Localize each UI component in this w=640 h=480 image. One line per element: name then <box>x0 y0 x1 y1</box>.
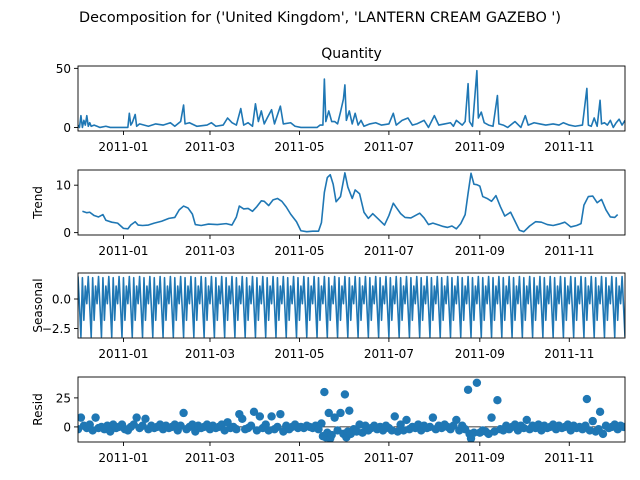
resid-point <box>273 422 282 432</box>
x-tick-label: 2011-01 <box>98 244 148 258</box>
resid-point <box>317 419 326 428</box>
y-tick-label: 0 <box>63 420 71 434</box>
x-tick-label: 2011-05 <box>274 451 324 465</box>
resid-point <box>91 413 100 422</box>
x-tick-label: 2011-09 <box>455 347 505 361</box>
resid-point <box>320 387 329 397</box>
panel-title: Quantity <box>321 46 382 62</box>
resid-point <box>345 406 354 415</box>
panel-observed: 0 50 2011-01 2011-03 2011-05 2011-07 2011-09 20… <box>56 46 626 154</box>
resid-point <box>141 414 150 423</box>
x-tick-label: 2011-07 <box>364 244 414 258</box>
y-tick-label: 0 <box>63 226 71 240</box>
resid-point <box>390 412 399 421</box>
resid-point <box>588 416 597 426</box>
resid-point <box>487 413 496 422</box>
resid-point <box>472 378 482 387</box>
resid-point <box>452 415 461 425</box>
resid-point <box>232 425 241 434</box>
x-tick-label: 2011-09 <box>455 451 505 465</box>
y-axis-label: Resid <box>31 393 45 425</box>
panel-resid: 0 25 2011-01 2011-03 2011-05 2011-07 2011-09 20… <box>31 376 626 465</box>
resid-point <box>493 396 502 405</box>
resid-point <box>324 408 333 418</box>
x-tick-label: 2011-09 <box>455 140 505 154</box>
y-tick-label: 0.0 <box>52 293 71 307</box>
axes-frame-resid <box>77 376 626 443</box>
resid-point <box>179 408 188 418</box>
axes-frame-trend <box>77 169 626 236</box>
plot-area-trend <box>82 172 619 233</box>
resid-point <box>469 428 479 437</box>
y-tick-label: 0 <box>63 121 71 135</box>
x-tick-label: 2011-03 <box>185 140 235 154</box>
y-tick-label: 10 <box>56 179 71 193</box>
resid-point <box>327 430 336 440</box>
resid-point <box>238 414 247 423</box>
x-tick-label: 2011-11 <box>544 140 594 154</box>
resid-point <box>598 429 608 439</box>
x-tick-label: 2011-05 <box>274 347 324 361</box>
x-tick-label: 2011-11 <box>544 244 594 258</box>
y-tick-label: −2.5 <box>42 322 71 336</box>
x-tick-label: 2011-07 <box>364 451 414 465</box>
x-tick-label: 2011-03 <box>185 244 235 258</box>
x-tick-label: 2011-07 <box>364 347 414 361</box>
x-tick-label: 2011-01 <box>98 451 148 465</box>
x-tick-label: 2011-03 <box>185 451 235 465</box>
panel-trend: 0 10 2011-01 2011-03 2011-05 2011-07 2011-09 20… <box>31 169 626 258</box>
resid-point <box>463 385 473 394</box>
resid-point <box>402 415 411 425</box>
plot-area-resid <box>78 378 625 442</box>
resid-point <box>336 408 345 418</box>
series-line-seasonal <box>78 275 625 338</box>
x-tick-label: 2011-01 <box>98 140 148 154</box>
y-axis-label: Trend <box>31 186 45 220</box>
resid-point <box>132 413 141 422</box>
resid-point <box>249 407 259 417</box>
series-line-trend <box>82 172 619 233</box>
resid-point <box>595 407 605 417</box>
resid-point <box>255 412 265 421</box>
x-tick-label: 2011-11 <box>544 451 594 465</box>
y-tick-label: 25 <box>56 391 71 405</box>
x-tick-label: 2011-09 <box>455 244 505 258</box>
resid-point <box>619 422 625 432</box>
panels-group: 0 50 2011-01 2011-03 2011-05 2011-07 2011-09 20… <box>31 46 626 465</box>
plot-area-observed <box>78 69 625 129</box>
series-line-observed <box>78 69 625 129</box>
y-tick-label: 50 <box>56 62 71 76</box>
resid-point <box>330 413 339 422</box>
resid-point <box>78 413 86 422</box>
x-tick-label: 2011-01 <box>98 347 148 361</box>
resid-point <box>267 412 276 421</box>
plot-area-seasonal <box>78 275 625 338</box>
resid-point <box>428 413 438 422</box>
resid-point <box>340 390 350 399</box>
resid-point <box>246 421 256 430</box>
resid-point <box>522 415 531 425</box>
y-axis-label: Seasonal <box>31 278 45 332</box>
x-tick-label: 2011-05 <box>274 244 324 258</box>
x-tick-label: 2011-07 <box>364 140 414 154</box>
resid-point <box>582 394 592 404</box>
figure-suptitle: Decomposition for ('United Kingdom', 'LA… <box>79 10 561 26</box>
x-tick-label: 2011-05 <box>274 140 324 154</box>
resid-point <box>276 409 285 419</box>
axes-frame-observed <box>77 65 626 132</box>
x-tick-label: 2011-11 <box>544 347 594 361</box>
x-tick-label: 2011-03 <box>185 347 235 361</box>
axes-frame-seasonal <box>77 272 626 339</box>
panel-seasonal: 0.0 −2.5 2011-01 2011-03 2011-05 2011-07 2011-… <box>31 272 626 361</box>
